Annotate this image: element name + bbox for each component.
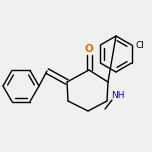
Text: O: O (85, 44, 93, 54)
Text: Cl: Cl (136, 40, 144, 50)
Text: NH: NH (111, 92, 124, 100)
